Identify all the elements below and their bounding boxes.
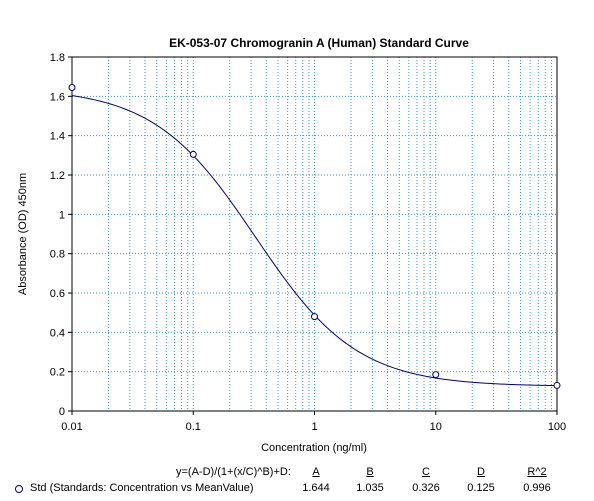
y-tick-label: 0.2 (50, 367, 65, 379)
x-axis-label: Concentration (ng/ml) (261, 442, 367, 454)
data-point (189, 150, 197, 158)
x-tick-label: 100 (548, 421, 566, 433)
chart-title: EK-053-07 Chromogranin A (Human) Standar… (169, 36, 469, 50)
y-tick-label: 0.4 (50, 327, 65, 339)
y-tick-label: 1 (59, 209, 65, 221)
y-tick-label: 0.8 (50, 249, 65, 261)
x-tick-label: 0.1 (186, 421, 201, 433)
x-tick-label: 1 (311, 421, 317, 433)
y-tick-labels: 0 0.2 0.4 0.6 0.8 1 1.2 1.4 1.6 1.8 (50, 52, 72, 418)
data-point (432, 371, 440, 379)
data-point (311, 313, 318, 321)
y-tick-label: 1.2 (50, 170, 65, 182)
grid (72, 57, 557, 411)
y-tick-label: 0 (59, 406, 65, 418)
data-points (68, 83, 561, 389)
y-tick-label: 1.4 (50, 131, 65, 143)
data-point (68, 83, 76, 91)
y-tick-label: 1.6 (50, 91, 65, 103)
y-tick-label: 0.6 (50, 288, 65, 300)
x-tick-labels: 0.01 0.1 1 10 100 (61, 411, 566, 433)
x-tick-label: 10 (430, 421, 442, 433)
y-axis-label: Absorbance (OD) 450nm (17, 173, 29, 295)
x-tick-label: 0.01 (61, 421, 82, 433)
data-point (553, 381, 561, 389)
y-tick-label: 1.8 (50, 52, 65, 64)
